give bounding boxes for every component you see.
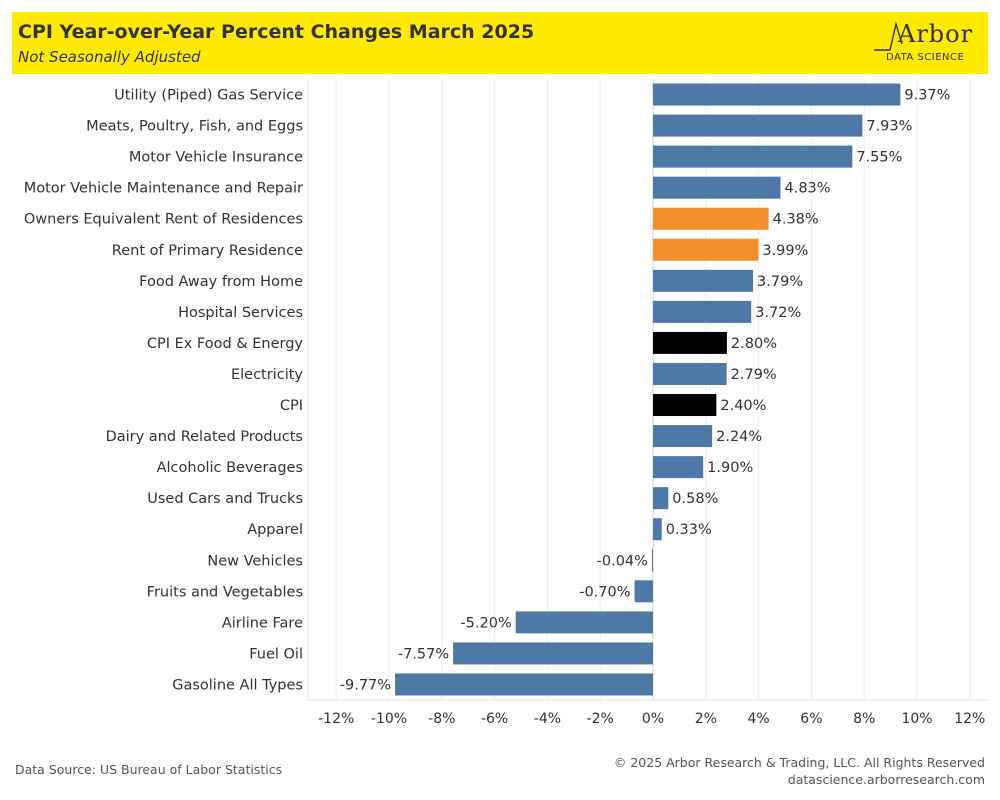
- x-tick-label: 10%: [901, 711, 932, 727]
- grid-lines: [307, 79, 988, 701]
- chart-header: CPI Year-over-Year Percent Changes March…: [12, 12, 988, 74]
- bar: [653, 176, 781, 199]
- category-label: Gasoline All Types: [172, 677, 303, 693]
- data-label: -0.70%: [579, 584, 630, 600]
- category-label: Used Cars and Trucks: [147, 491, 303, 507]
- bar: [653, 269, 754, 292]
- x-tick-label: 4%: [747, 711, 769, 727]
- bar: [515, 611, 653, 634]
- category-label: Rent of Primary Residence: [112, 243, 303, 259]
- category-label: CPI Ex Food & Energy: [147, 336, 304, 352]
- bar: [653, 456, 704, 479]
- x-axis-tick-labels: -12% -10% -8% -6% -4% -2% 0% 2% 4% 6% 8% 10% 12%: [318, 711, 985, 727]
- value-labels: 9.37% 7.93% 7.55% 4.83% 4.38% 3.99% 3.79% 3.72%…: [340, 88, 951, 694]
- bar: [653, 238, 759, 261]
- data-label: 7.93%: [866, 119, 912, 135]
- category-label: Alcoholic Beverages: [157, 460, 303, 476]
- x-tick-label: 8%: [853, 711, 875, 727]
- data-label: 7.55%: [856, 150, 902, 166]
- data-label: 2.24%: [716, 429, 762, 445]
- x-tick-label: 12%: [954, 711, 985, 727]
- bar: [395, 673, 653, 696]
- data-label: 0.58%: [672, 491, 718, 507]
- bar: [453, 642, 653, 665]
- logo-subtitle: DATA SCIENCE: [886, 52, 965, 63]
- data-label: 4.83%: [785, 181, 831, 197]
- bar: [634, 580, 653, 603]
- category-label: Hospital Services: [178, 305, 303, 321]
- category-label: Motor Vehicle Maintenance and Repair: [24, 181, 303, 197]
- x-tick-label: -10%: [371, 711, 407, 727]
- bar: [653, 518, 662, 541]
- x-tick-label: -4%: [534, 711, 561, 727]
- data-label: -7.57%: [398, 646, 449, 662]
- category-label: Meats, Poultry, Fish, and Eggs: [86, 119, 303, 135]
- data-label: 3.79%: [757, 274, 803, 290]
- copyright-block: © 2025 Arbor Research & Trading, LLC. Al…: [614, 754, 985, 788]
- x-tick-label: -6%: [481, 711, 508, 727]
- x-tick-label: -12%: [318, 711, 354, 727]
- data-label: -9.77%: [340, 677, 391, 693]
- logo-mark-icon: [874, 21, 903, 51]
- bar: [653, 145, 853, 168]
- data-label: 1.90%: [707, 460, 753, 476]
- category-label: Dairy and Related Products: [106, 429, 303, 445]
- category-labels: Utility (Piped) Gas Service Meats, Poultr…: [24, 88, 304, 694]
- category-label: Fruits and Vegetables: [147, 584, 303, 600]
- logo-word: Arbor: [898, 20, 974, 48]
- bar: [651, 549, 653, 572]
- bar-chart: Utility (Piped) Gas Service Meats, Poultr…: [24, 79, 988, 727]
- data-label: 2.80%: [731, 336, 777, 352]
- category-label: Owners Equivalent Rent of Residences: [24, 212, 303, 228]
- data-label: 3.72%: [755, 305, 801, 321]
- x-tick-label: 0%: [642, 711, 664, 727]
- data-label: 2.40%: [720, 398, 766, 414]
- chart-title: CPI Year-over-Year Percent Changes March…: [18, 21, 535, 43]
- arbor-logo: Arbor DATA SCIENCE: [872, 16, 982, 70]
- bar: [653, 300, 752, 323]
- bar: [653, 425, 713, 448]
- data-label: 3.99%: [762, 243, 808, 259]
- x-tick-label: -8%: [428, 711, 455, 727]
- bar: [653, 114, 863, 137]
- data-label: 4.38%: [773, 212, 819, 228]
- category-label: CPI: [280, 398, 303, 414]
- x-tick-label: 2%: [695, 711, 717, 727]
- bar: [653, 362, 727, 385]
- website-link[interactable]: datascience.arborresearch.com: [787, 772, 985, 787]
- bar: [653, 207, 769, 230]
- data-label: -0.04%: [597, 553, 648, 569]
- bars: [395, 83, 901, 696]
- data-label: 9.37%: [904, 88, 950, 104]
- bar: [653, 394, 717, 417]
- chart-subtitle: Not Seasonally Adjusted: [18, 48, 201, 66]
- category-label: Apparel: [247, 522, 303, 538]
- category-label: Utility (Piped) Gas Service: [114, 88, 303, 104]
- data-label: 2.79%: [731, 367, 777, 383]
- category-label: New Vehicles: [207, 553, 303, 569]
- category-label: Fuel Oil: [249, 646, 303, 662]
- category-label: Motor Vehicle Insurance: [129, 150, 303, 166]
- category-label: Electricity: [231, 367, 303, 383]
- x-tick-label: 6%: [800, 711, 822, 727]
- copyright-text: © 2025 Arbor Research & Trading, LLC. Al…: [613, 755, 985, 770]
- x-tick-label: -2%: [587, 711, 614, 727]
- data-label: 0.33%: [666, 522, 712, 538]
- bar: [653, 83, 901, 106]
- data-source-note: Data Source: US Bureau of Labor Statisti…: [15, 762, 283, 777]
- category-label: Food Away from Home: [139, 274, 303, 290]
- bar: [653, 331, 727, 354]
- data-label: -5.20%: [460, 615, 511, 631]
- bar: [653, 487, 669, 510]
- category-label: Airline Fare: [222, 615, 303, 631]
